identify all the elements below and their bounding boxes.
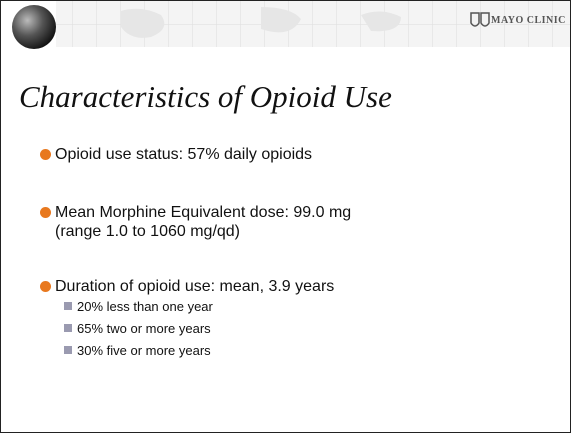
logo: MAYO CLINIC — [491, 15, 566, 26]
bullet-line: Opioid use status: 57% daily opioids — [55, 146, 313, 163]
bullet-line: Duration of opioid use: mean, 3.9 years — [55, 278, 335, 295]
bullet-line: Mean Morphine Equivalent dose: 99.0 mg — [55, 204, 352, 221]
globe — [12, 5, 56, 49]
subbullet-marker — [64, 302, 72, 310]
bullet: Mean Morphine Equivalent dose: 99.0 mg (… — [40, 203, 352, 241]
subbullet: 65% two or more years — [64, 321, 211, 336]
subbullet-text: 30% five or more years — [77, 343, 211, 358]
bullet-marker — [40, 281, 51, 292]
subbullet-text: 20% less than one year — [77, 299, 213, 314]
bullet: Opioid use status: 57% daily opioids — [40, 145, 313, 164]
subbullet: 20% less than one year — [64, 299, 213, 314]
subbullet: 30% five or more years — [64, 343, 211, 358]
slide-title: Characteristics of Opioid Use — [19, 79, 392, 114]
bullet-marker — [40, 149, 51, 160]
subbullet-text: 65% two or more years — [77, 321, 211, 336]
bullet-marker — [40, 207, 51, 218]
logo-shield — [470, 12, 490, 27]
map-shapes — [121, 7, 401, 38]
subbullet-marker — [64, 324, 72, 332]
bullet-line: (range 1.0 to 1060 mg/qd) — [55, 223, 241, 240]
header-band — [12, 1, 570, 49]
subbullet-marker — [64, 346, 72, 354]
bullet: Duration of opioid use: mean, 3.9 years — [40, 277, 335, 296]
